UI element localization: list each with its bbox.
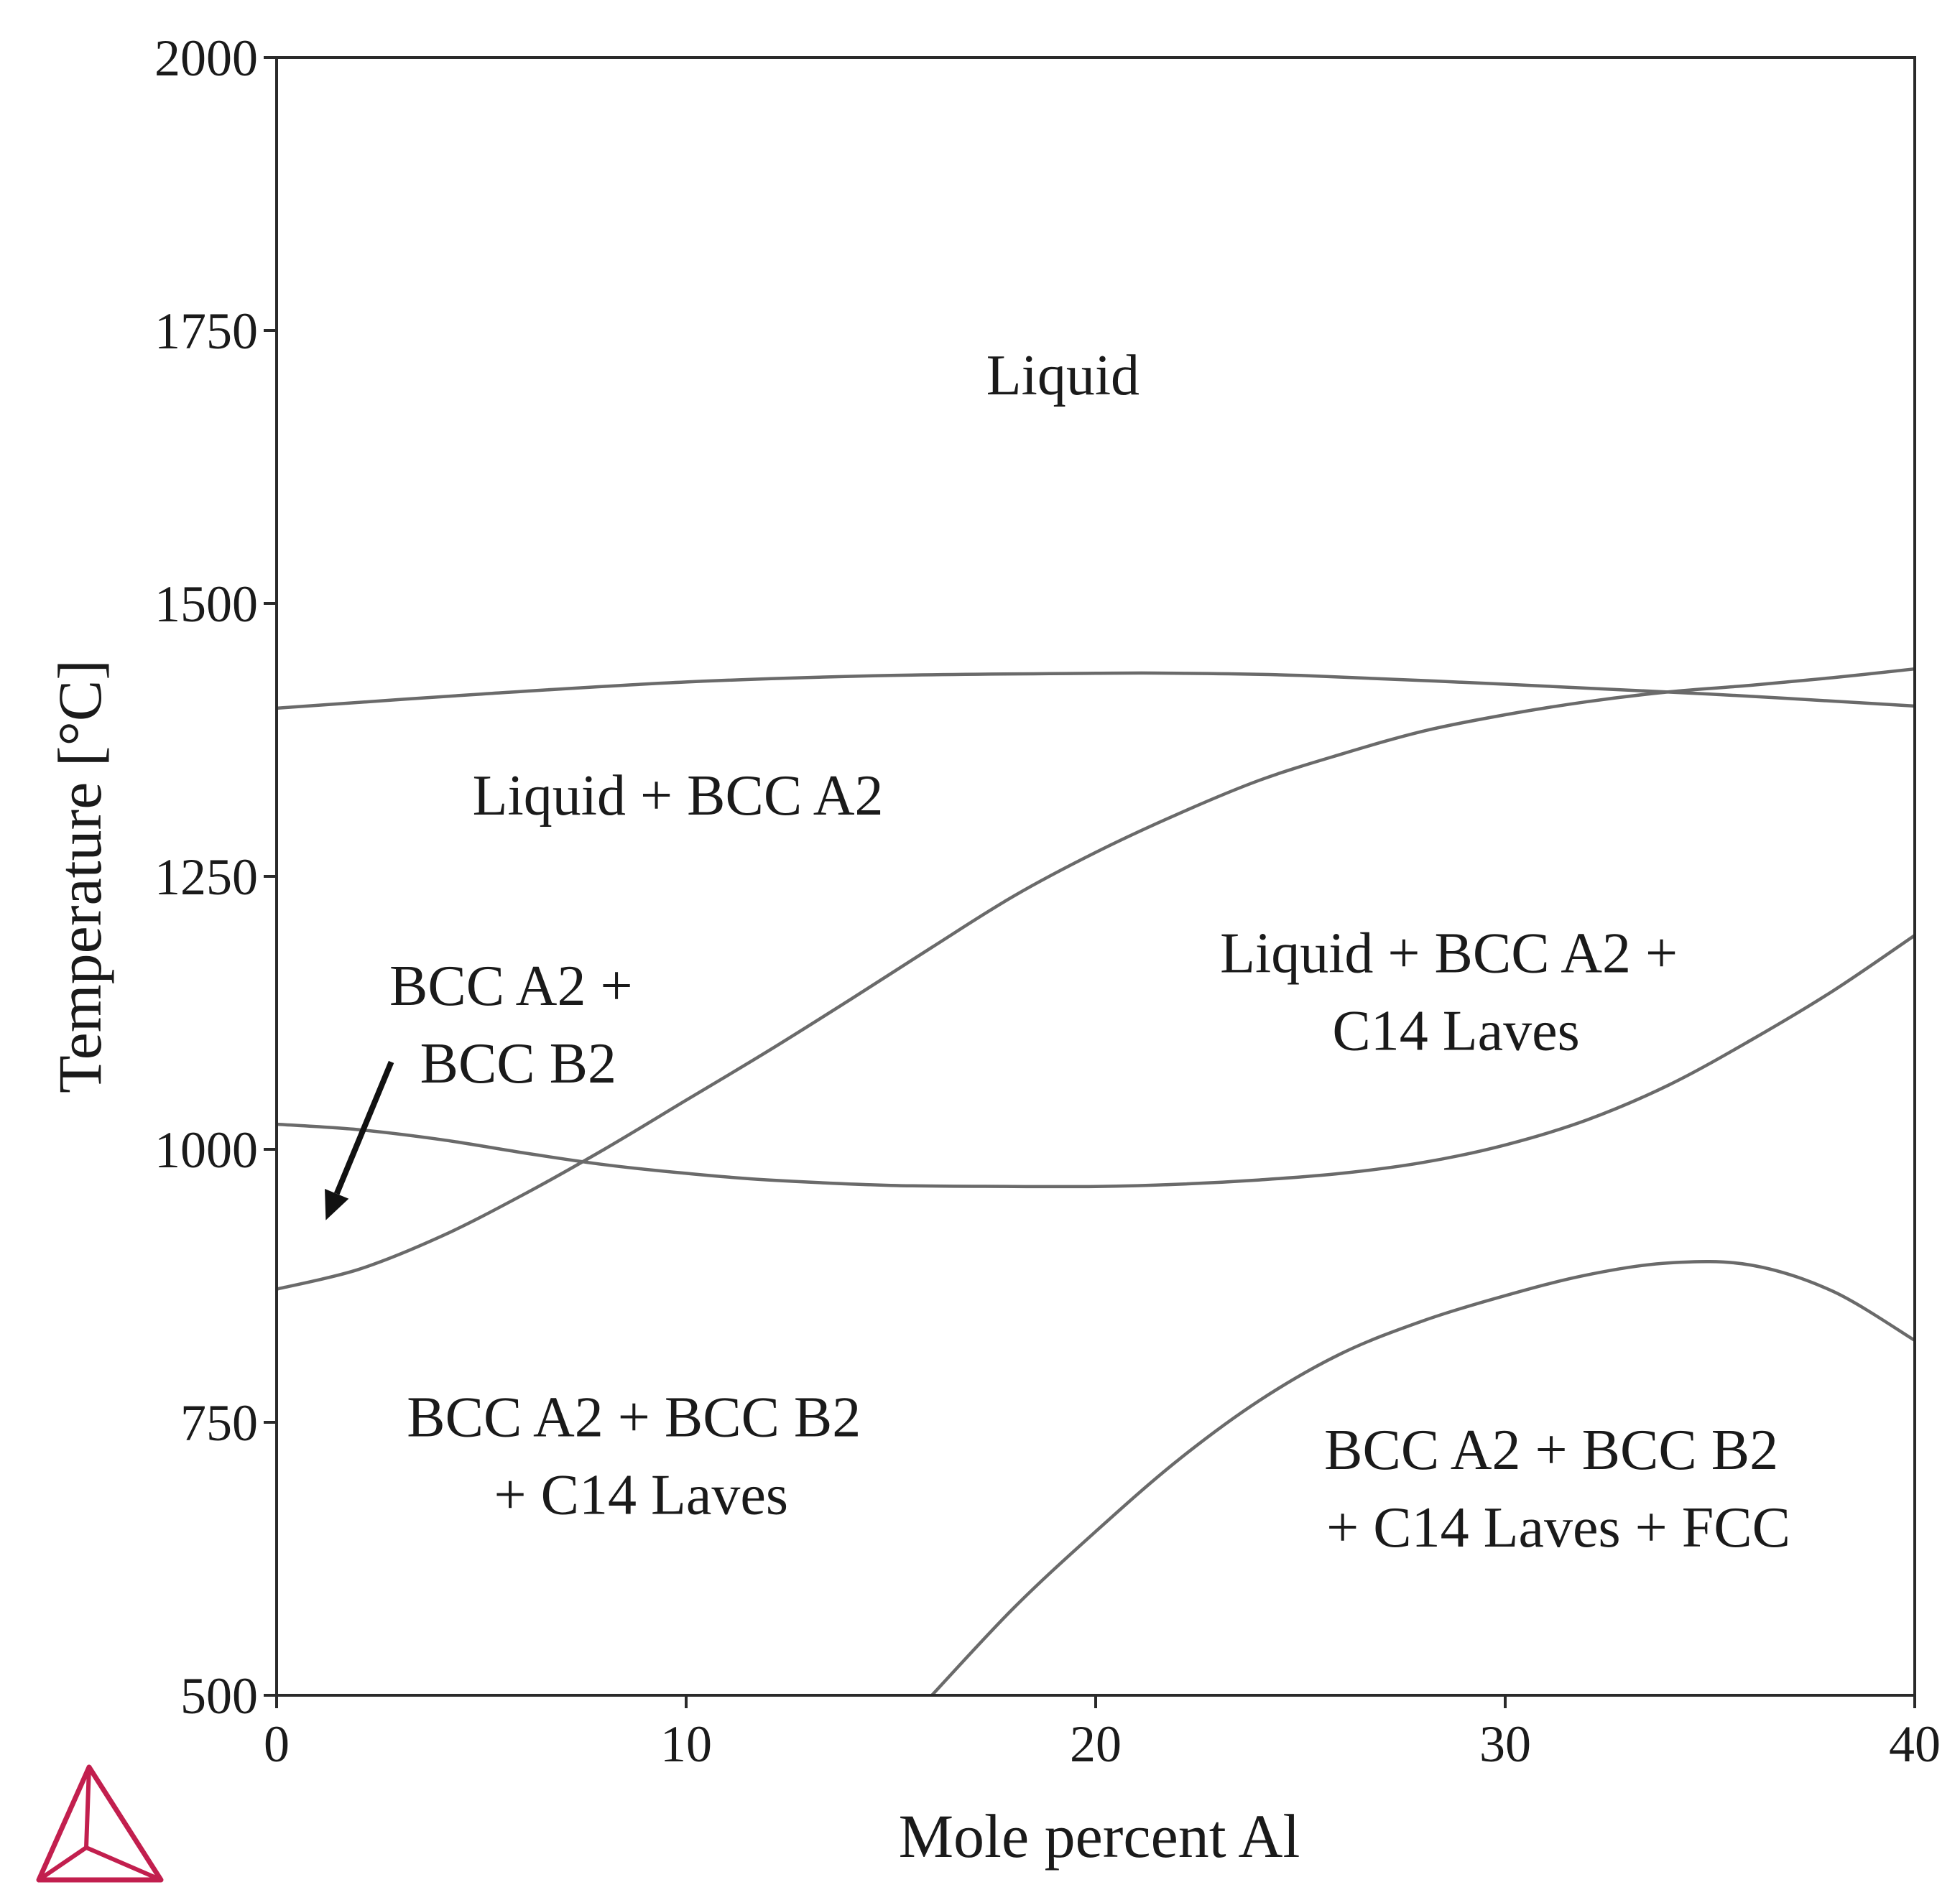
region-label-liquid-bcc-a2-c14-laves: Liquid + BCC A2 + C14 Laves (1220, 922, 1692, 1063)
y-axis-title: Temperature [°C] (45, 659, 114, 1093)
region-label-line: BCC A2 + BCC B2 (1324, 1419, 1778, 1482)
logo-triangle-outline (36, 1764, 164, 1883)
region-label-line: + C14 Laves (494, 1464, 789, 1527)
x-tick-label: 20 (1070, 1715, 1122, 1773)
x-axis-title: Mole percent Al (899, 1802, 1300, 1871)
phase-line-solvus-BCC-B2 (276, 934, 1916, 1189)
region-label-bcc-a2-bcc-b2-c14-laves-fcc: BCC A2 + BCC B2 + C14 Laves + FCC (1324, 1419, 1793, 1560)
phase-line-FCC-boundary (930, 1259, 1916, 1697)
axis-ticks (264, 56, 1916, 1708)
region-label-liquid-bcc-a2: Liquid + BCC A2 (473, 764, 884, 828)
x-axis-tick-labels: 0 10 20 30 40 (264, 1715, 1941, 1773)
region-label-line: BCC A2 + (389, 955, 633, 1018)
region-label-line: Liquid + BCC A2 + (1220, 922, 1678, 986)
region-label-line: + C14 Laves + FCC (1326, 1496, 1790, 1560)
logo-triangle-spoke (85, 1845, 162, 1882)
x-tick-label: 0 (264, 1715, 290, 1773)
y-tick-label: 1000 (154, 1121, 258, 1179)
y-axis-tick-labels: 500 750 1000 1250 1500 1750 2000 (154, 29, 258, 1725)
region-label-line: BCC A2 + BCC B2 (407, 1386, 861, 1450)
annotations (325, 1060, 394, 1220)
region-label-line: C14 Laves (1332, 1000, 1579, 1063)
region-label-line: BCC B2 (420, 1032, 616, 1095)
x-tick-label: 10 (660, 1715, 712, 1773)
phase-line-liquidus (276, 671, 1915, 710)
x-tick-label: 30 (1479, 1715, 1531, 1773)
y-tick-label: 500 (180, 1667, 258, 1725)
region-label-line: Liquid + BCC A2 (473, 764, 884, 828)
phase-region-labels: Liquid Liquid + BCC A2 Liquid + BCC A2 +… (389, 344, 1793, 1560)
arrow-shaft (333, 1060, 394, 1195)
y-tick-label: 750 (180, 1394, 258, 1452)
y-tick-label: 1750 (154, 302, 258, 360)
y-tick-label: 2000 (154, 29, 258, 87)
y-tick-label: 1250 (154, 848, 258, 906)
y-tick-label: 1500 (154, 575, 258, 633)
x-tick-label: 40 (1889, 1715, 1941, 1773)
phase-line-solidus-C14-Laves (276, 667, 1915, 1291)
region-label-liquid: Liquid (986, 344, 1140, 407)
arrowhead (325, 1188, 349, 1220)
phase-boundary-lines (276, 667, 1916, 1697)
thermo-calc-logo-icon (36, 1764, 164, 1883)
region-label-bcc-a2-bcc-b2-c14-laves: BCC A2 + BCC B2 + C14 Laves (407, 1386, 875, 1527)
region-label-bcc-a2-bcc-b2: BCC A2 + BCC B2 (389, 955, 647, 1095)
region-label-line: Liquid (986, 344, 1140, 407)
